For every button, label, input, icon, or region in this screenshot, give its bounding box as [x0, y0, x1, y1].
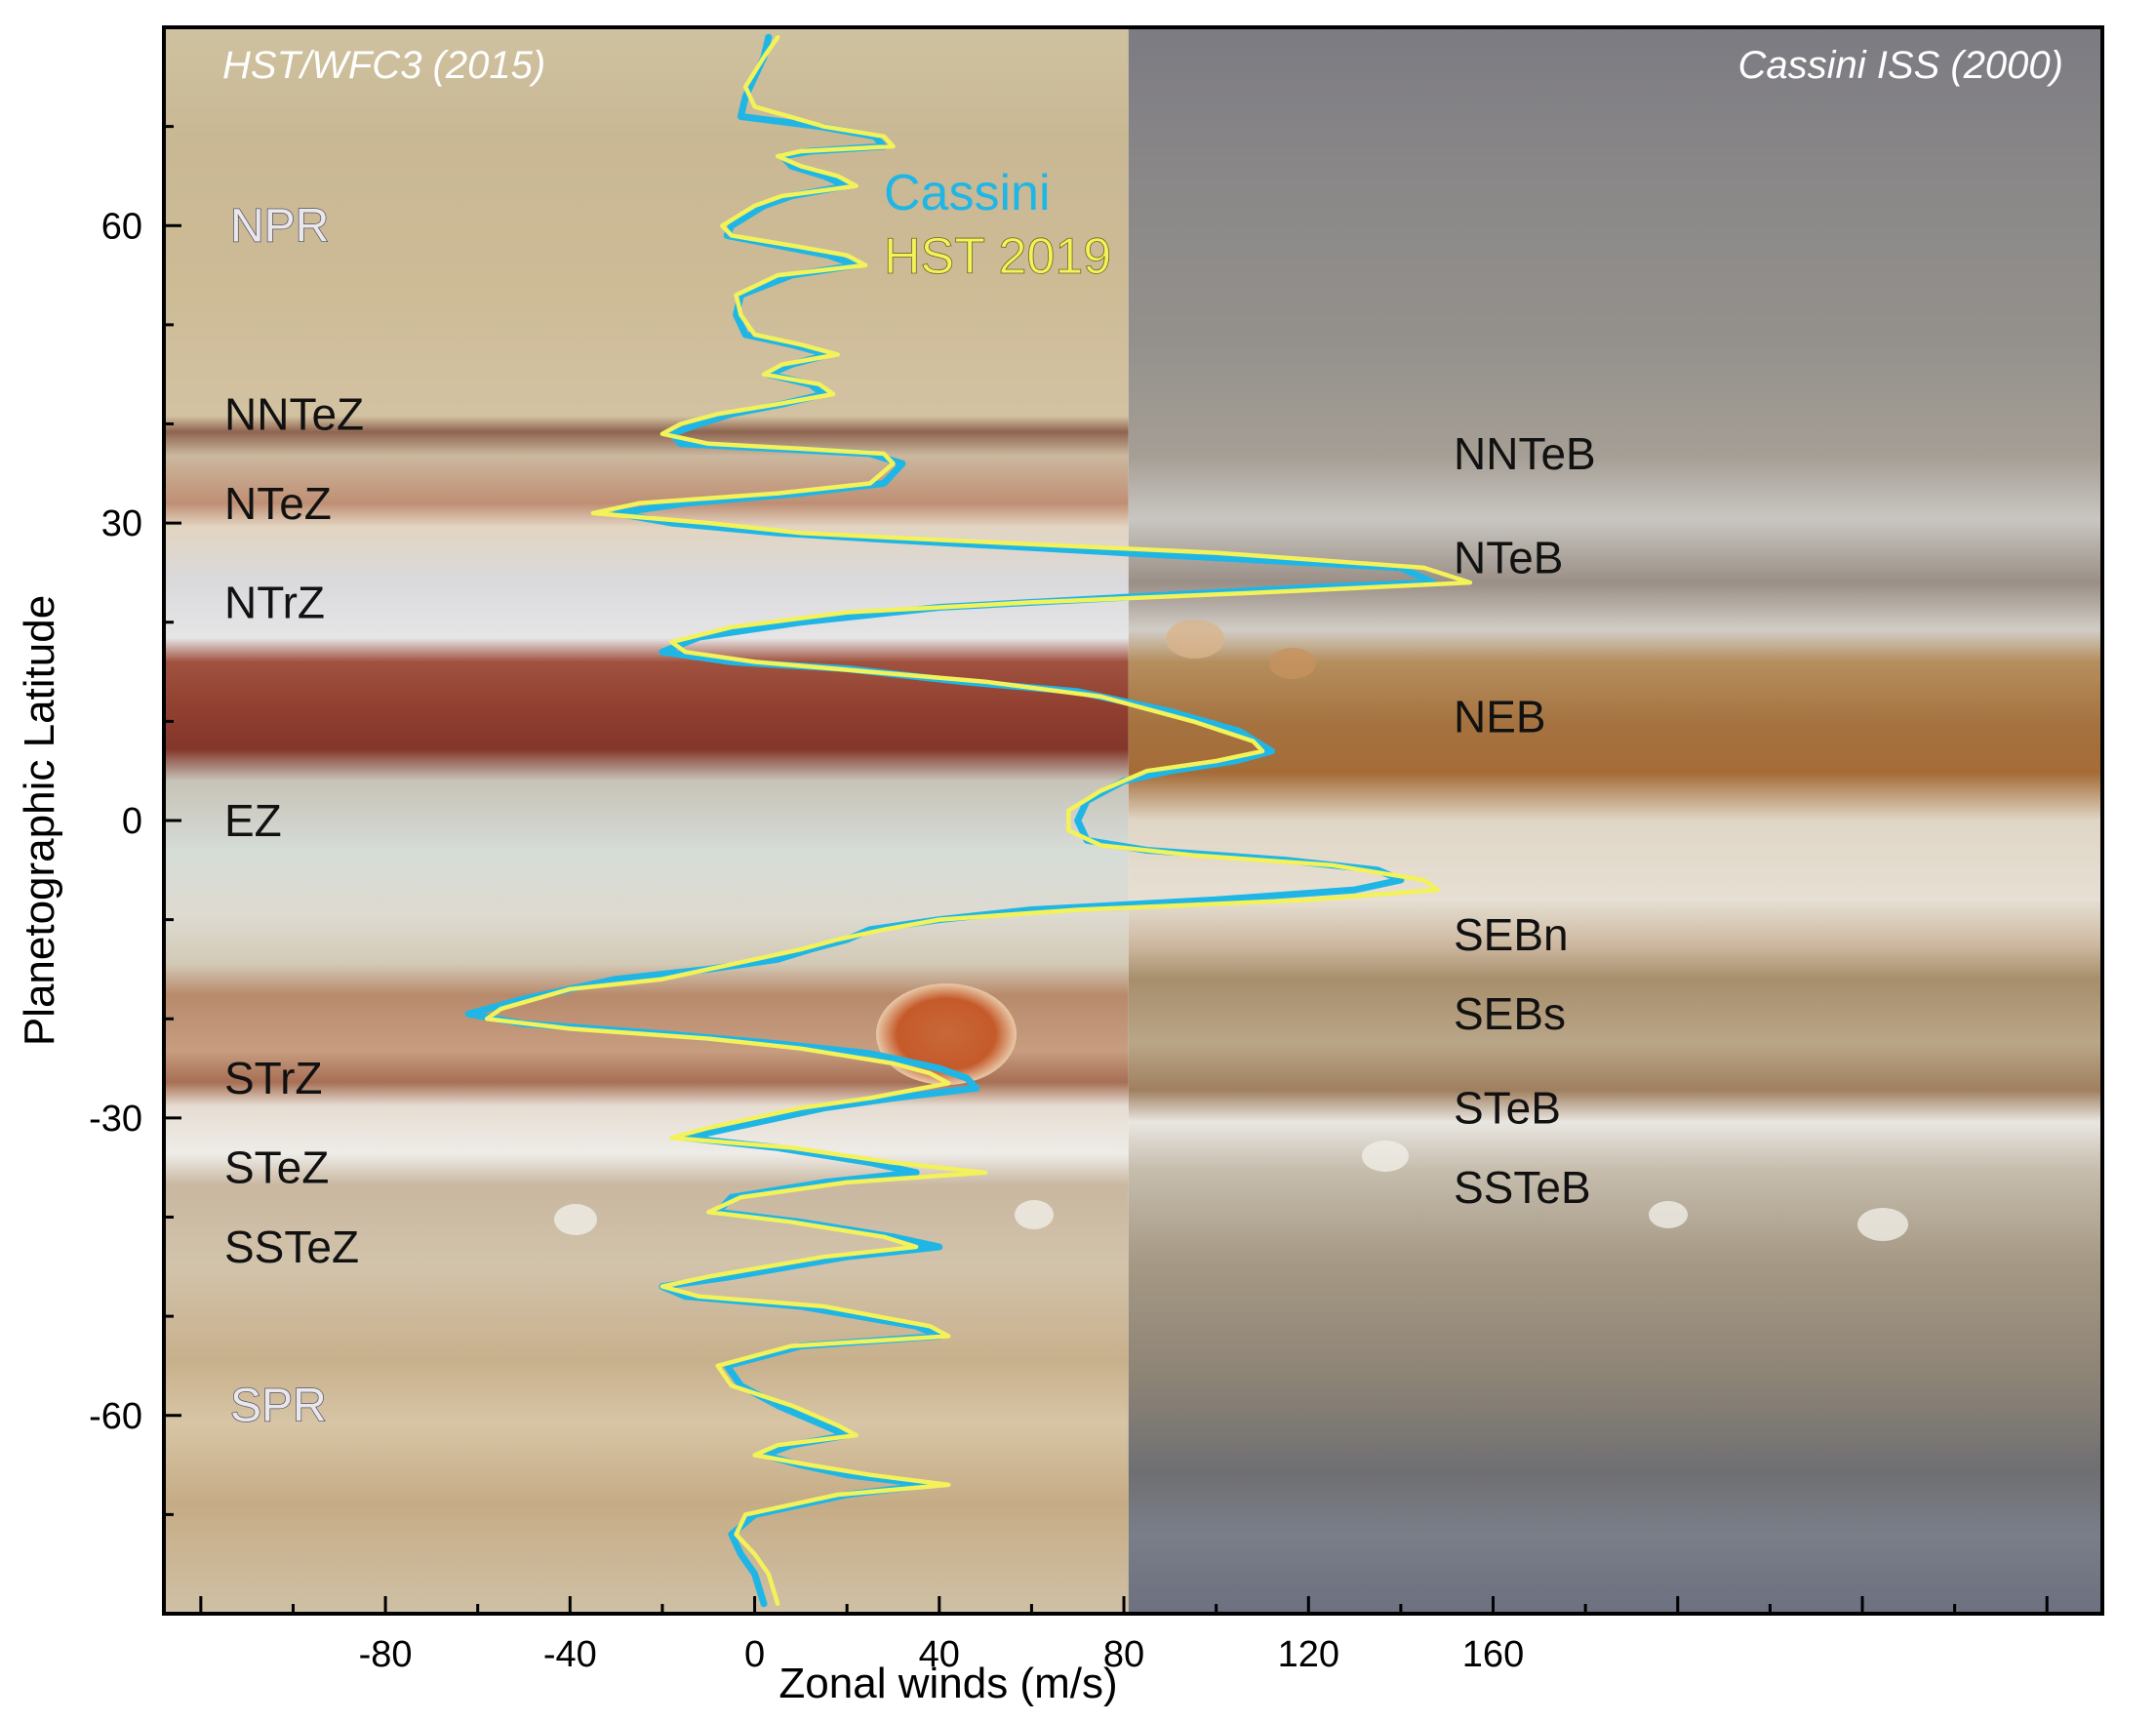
zone-label-ntrz: NTrZ	[224, 577, 325, 627]
zone-label-npr: NPR	[230, 200, 329, 252]
x-tick-label: 80	[1103, 1634, 1144, 1675]
zone-label-spr: SPR	[230, 1381, 327, 1432]
x-tick-label: 160	[1462, 1634, 1524, 1675]
y-tick-label: 30	[101, 503, 142, 544]
zone-label-sstez: SSTeZ	[224, 1221, 359, 1272]
zone-label-strz: STrZ	[224, 1053, 323, 1103]
zone-label-neb: NEB	[1454, 691, 1546, 741]
zone-label-nntez: NNTeZ	[224, 388, 364, 439]
zone-label-ssteb: SSTeB	[1454, 1162, 1591, 1213]
zone-label-stez: STeZ	[224, 1142, 329, 1193]
x-tick-label: -40	[543, 1634, 597, 1675]
zone-label-nnteb: NNTeB	[1454, 428, 1596, 479]
storm-ovals	[554, 620, 1908, 1241]
y-axis-title: Planetographic Latitude	[16, 595, 63, 1046]
wind-profiles	[464, 33, 1473, 1608]
y-tick-label: 0	[122, 801, 142, 842]
hst-map-panel	[164, 27, 1129, 1614]
zone-label-ez: EZ	[224, 795, 282, 846]
y-tick-label: -60	[89, 1396, 142, 1437]
y-tick-label: 60	[101, 206, 142, 247]
cassini-panel-label: Cassini ISS (2000)	[1738, 44, 2063, 87]
x-tick-label: 0	[744, 1634, 765, 1675]
legend-entry-hst-2019: HST 2019	[884, 228, 1111, 285]
jupiter-map-background	[164, 27, 2102, 1614]
x-axis-ticks: -80 -40 0 40 80 120 160	[199, 1596, 2049, 1675]
cassini-map-panel	[1128, 27, 2102, 1614]
y-tick-label: -30	[89, 1099, 142, 1140]
y-axis-ticks: 60 30 0 -30 -60	[89, 25, 181, 1616]
x-tick-label: -80	[359, 1634, 413, 1675]
zone-label-sebs: SEBs	[1454, 988, 1566, 1039]
x-axis-title: Zonal winds (m/s)	[779, 1660, 1117, 1707]
zone-label-steb: STeB	[1454, 1083, 1561, 1134]
series-line-hst-2019	[484, 34, 1473, 1607]
zone-label-nteb: NTeB	[1454, 533, 1563, 583]
legend-entry-cassini: Cassini	[884, 165, 1051, 221]
legend: Cassini HST 2019	[884, 165, 1112, 285]
zone-label-ntez: NTeZ	[224, 478, 332, 529]
x-tick-label: 40	[919, 1634, 960, 1675]
zone-labels: NPR NNTeZ NTeZ NTrZ EZ STrZ STeZ SSTeZ SPR NNTeB N…	[224, 200, 1596, 1433]
x-tick-label: 120	[1278, 1634, 1339, 1675]
zone-label-sebn: SEBn	[1454, 909, 1569, 960]
hst-panel-label: HST/WFC3 (2015)	[222, 44, 545, 87]
